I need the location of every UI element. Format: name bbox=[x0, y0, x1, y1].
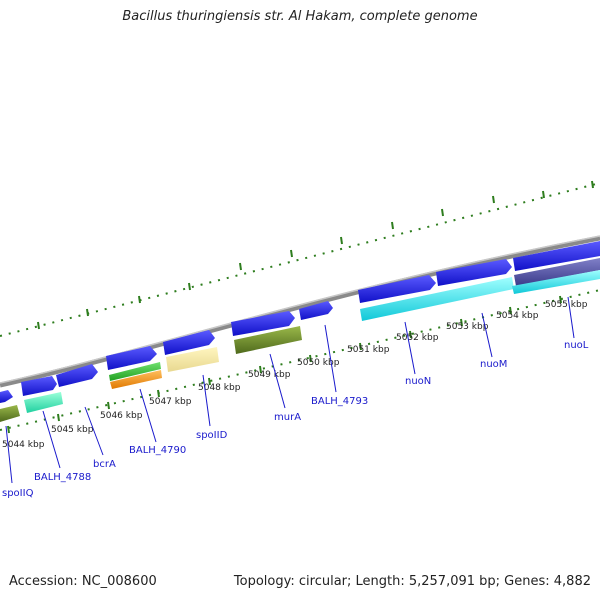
gene-labels: spoIIQ BALH_4788 bcrA BALH_4790 spoIID m… bbox=[2, 340, 589, 499]
gene-arrow[interactable] bbox=[299, 301, 333, 320]
gene-label-nuoN[interactable]: nuoN bbox=[405, 376, 431, 387]
gene-arrow[interactable] bbox=[513, 241, 600, 271]
forward-strand-genes bbox=[0, 241, 600, 403]
gene-label-nuoL[interactable]: nuoL bbox=[564, 340, 589, 351]
gene-label-murA[interactable]: murA bbox=[274, 412, 301, 423]
gene-arrow[interactable] bbox=[24, 392, 63, 413]
scale-label: 5045 kbp bbox=[51, 425, 94, 435]
scale-label: 5052 kbp bbox=[396, 333, 439, 343]
genome-summary-text: Topology: circular; Length: 5,257,091 bp… bbox=[233, 574, 591, 589]
gene-arrow[interactable] bbox=[360, 277, 514, 321]
gene-arrow[interactable] bbox=[166, 347, 219, 372]
gene-label-BALH_4790[interactable]: BALH_4790 bbox=[129, 445, 186, 456]
reverse-strand-genes bbox=[0, 258, 600, 422]
accession-text: Accession: NC_008600 bbox=[9, 574, 157, 589]
gene-arrow[interactable] bbox=[106, 346, 157, 370]
gene-arrow[interactable] bbox=[514, 258, 600, 286]
scale-label: 5054 kbp bbox=[496, 311, 539, 321]
scale-label: 5053 kbp bbox=[446, 322, 489, 332]
gene-arrow[interactable] bbox=[109, 362, 161, 381]
scale-label: 5055 kbp bbox=[545, 300, 588, 310]
gene-label-BALH_4793[interactable]: BALH_4793 bbox=[311, 396, 368, 407]
gene-arrow[interactable] bbox=[512, 270, 600, 294]
gene-arrow[interactable] bbox=[21, 376, 57, 396]
gene-arrow[interactable] bbox=[0, 390, 13, 403]
gene-arrow[interactable] bbox=[231, 311, 295, 336]
outer-major-ticks bbox=[37, 180, 594, 330]
scale-label: 5047 kbp bbox=[149, 397, 192, 407]
gene-label-spoIID[interactable]: spoIID bbox=[196, 430, 228, 441]
gene-label-bcrA[interactable]: bcrA bbox=[93, 459, 116, 470]
scale-label: 5044 kbp bbox=[2, 440, 45, 450]
gene-arrow[interactable] bbox=[56, 364, 98, 387]
gene-arrow[interactable] bbox=[358, 275, 436, 303]
scale-labels: 5044 kbp 5045 kbp 5046 kbp 5047 kbp 5048… bbox=[2, 300, 588, 450]
gene-label-BALH_4788[interactable]: BALH_4788 bbox=[34, 472, 91, 483]
scale-label: 5050 kbp bbox=[297, 358, 340, 368]
scale-label: 5049 kbp bbox=[248, 370, 291, 380]
scale-label: 5046 kbp bbox=[100, 411, 143, 421]
gene-arrow[interactable] bbox=[110, 370, 162, 389]
gene-label-spoIIQ[interactable]: spoIIQ bbox=[2, 488, 34, 499]
gene-arrow[interactable] bbox=[0, 405, 20, 422]
inner-tick-ring bbox=[0, 289, 600, 434]
gene-arrow[interactable] bbox=[163, 330, 215, 355]
scale-label: 5048 kbp bbox=[198, 383, 241, 393]
scale-label: 5051 kbp bbox=[347, 345, 390, 355]
map-title: Bacillus thuringiensis str. Al Hakam, co… bbox=[122, 9, 478, 24]
gene-arrow[interactable] bbox=[234, 326, 302, 354]
gene-arrow[interactable] bbox=[436, 259, 512, 286]
gene-label-nuoM[interactable]: nuoM bbox=[480, 359, 507, 370]
label-leaders bbox=[5, 296, 575, 484]
